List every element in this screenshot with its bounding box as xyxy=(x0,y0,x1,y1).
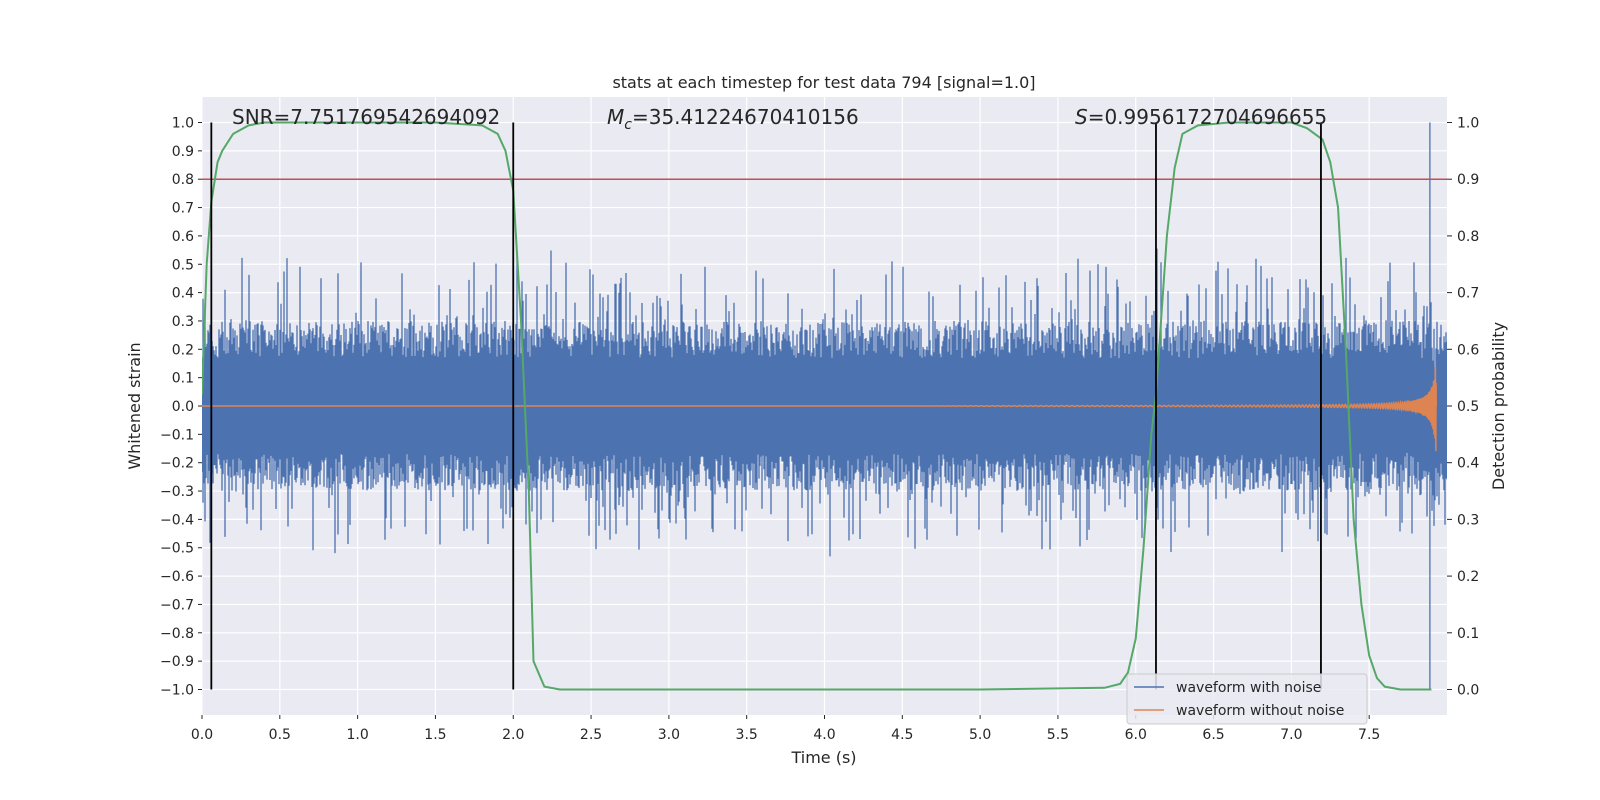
legend-box xyxy=(1126,673,1368,725)
x-tick-label: 3.0 xyxy=(658,727,680,743)
mc-annotation: Mc=35.41224670410156 xyxy=(607,105,859,133)
x-tick-label: 4.5 xyxy=(891,727,913,743)
y-tick-label: 0.5 xyxy=(172,257,194,273)
y-tick-label: 0.3 xyxy=(172,314,194,330)
x-tick-label: 1.5 xyxy=(424,727,446,743)
y2-tick-label: 0.7 xyxy=(1457,286,1479,302)
x-tick-label: 7.0 xyxy=(1280,727,1302,743)
y2-tick-label: 0.2 xyxy=(1457,569,1479,585)
chart-title: stats at each timestep for test data 794… xyxy=(612,73,1035,92)
series-waveform-without-noise xyxy=(202,366,1438,452)
mc-subscript: c xyxy=(624,117,632,133)
mc-symbol: M xyxy=(607,105,624,129)
x-tick-label: 0.0 xyxy=(191,727,213,743)
y-tick-label: 0.8 xyxy=(172,172,194,188)
y2-tick-label: 0.4 xyxy=(1457,456,1479,472)
y-tick-label: −1.0 xyxy=(160,682,194,698)
y2-tick-label: 0.3 xyxy=(1457,512,1479,528)
x-tick-label: 7.5 xyxy=(1358,727,1380,743)
y-tick-label: −0.3 xyxy=(160,484,194,500)
y-tick-label: 0.7 xyxy=(172,201,194,217)
y-tick-label: −0.8 xyxy=(160,626,194,642)
mc-value: =35.41224670410156 xyxy=(632,105,859,129)
legend: waveform with noise waveform without noi… xyxy=(1126,673,1368,725)
x-tick-label: 0.5 xyxy=(269,727,291,743)
y2-tick-label: 0.8 xyxy=(1457,229,1479,245)
x-tick-label: 6.5 xyxy=(1202,727,1224,743)
data-layer xyxy=(202,121,1447,691)
axes: 0.0 0.5 1.0 1.5 2.0 2.5 3.0 3.5 4.0 4.5 5.0 5.5 6.0 6… xyxy=(160,116,1479,743)
y2-tick-label: 0.9 xyxy=(1457,172,1479,188)
s-annotation: S=0.9956172704696655 xyxy=(1075,105,1327,129)
y-tick-label: 0.0 xyxy=(172,399,194,415)
y-tick-label: 0.9 xyxy=(172,144,194,160)
snr-annotation: SNR=7.751769542694092 xyxy=(232,105,500,129)
y2-axis-label: Detection probability xyxy=(1489,322,1508,490)
y-tick-label: 0.1 xyxy=(172,371,194,387)
x-tick-label: 6.0 xyxy=(1125,727,1147,743)
y-tick-label: −0.9 xyxy=(160,654,194,670)
x-tick-label: 2.0 xyxy=(502,727,524,743)
s-symbol: S xyxy=(1075,105,1088,129)
x-tick-label: 5.0 xyxy=(969,727,991,743)
x-tick-label: 1.0 xyxy=(346,727,368,743)
legend-label-clean: waveform without noise xyxy=(1176,703,1344,719)
y-tick-label: −0.7 xyxy=(160,597,194,613)
y-tick-label: 0.2 xyxy=(172,342,194,358)
y-tick-label: −0.5 xyxy=(160,541,194,557)
y2-tick-label: 0.5 xyxy=(1457,399,1479,415)
y-tick-label: 0.6 xyxy=(172,229,194,245)
s-value: =0.9956172704696655 xyxy=(1088,105,1327,129)
y-axis-label: Whitened strain xyxy=(125,342,144,469)
y2-tick-label: 1.0 xyxy=(1457,116,1479,132)
y-tick-label: 0.4 xyxy=(172,286,194,302)
x-axis-label: Time (s) xyxy=(790,748,856,767)
series-detection-probability xyxy=(202,121,1432,691)
y-tick-label: −0.1 xyxy=(160,427,194,443)
x-tick-label: 3.5 xyxy=(736,727,758,743)
x-tick-label: 2.5 xyxy=(580,727,602,743)
y-tick-label: 1.0 xyxy=(172,116,194,132)
y-tick-label: −0.6 xyxy=(160,569,194,585)
x-tick-label: 5.5 xyxy=(1047,727,1069,743)
y2-tick-label: 0.0 xyxy=(1457,682,1479,698)
y-tick-label: −0.2 xyxy=(160,456,194,472)
y-tick-label: −0.4 xyxy=(160,512,194,528)
legend-label-noisy: waveform with noise xyxy=(1176,680,1321,696)
x-tick-label: 4.0 xyxy=(813,727,835,743)
y2-tick-label: 0.6 xyxy=(1457,342,1479,358)
y2-tick-label: 0.1 xyxy=(1457,626,1479,642)
